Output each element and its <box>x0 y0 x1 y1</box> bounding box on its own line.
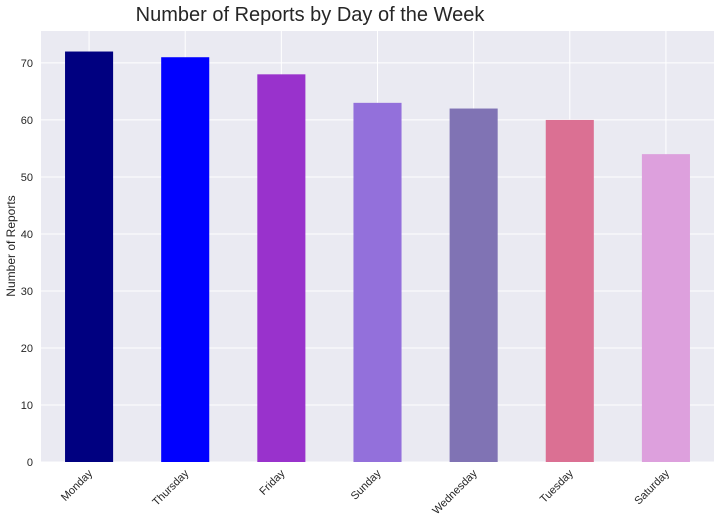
bar-sunday <box>353 102 402 462</box>
x-tick-label: Monday <box>59 467 96 504</box>
x-tick-label: Saturday <box>632 467 672 507</box>
y-tick-label: 30 <box>21 286 33 298</box>
y-tick-label: 20 <box>21 343 33 355</box>
y-tick-label: 50 <box>21 172 33 184</box>
x-tick-label: Sunday <box>349 467 384 502</box>
bars <box>65 51 690 463</box>
y-tick-label: 40 <box>21 229 33 241</box>
y-axis-label: Number of Reports <box>4 195 18 296</box>
x-tick-labels: Monday Thursday Friday Sunday Wednesday Tuesd… <box>59 467 672 517</box>
y-tick-label: 10 <box>21 400 33 412</box>
bar-monday <box>65 51 114 463</box>
y-tick-labels: 0 10 20 30 40 50 60 70 <box>21 58 33 469</box>
chart-title: Number of Reports by Day of the Week <box>136 4 486 26</box>
x-tick-label: Wednesday <box>430 467 480 517</box>
y-tick-label: 0 <box>27 457 33 469</box>
bar-wednesday <box>449 108 498 462</box>
bar-tuesday <box>545 119 594 462</box>
x-tick-label: Tuesday <box>538 467 576 505</box>
y-tick-label: 70 <box>21 58 33 70</box>
y-tick-label: 60 <box>21 115 33 127</box>
x-tick-label: Friday <box>257 467 287 497</box>
bar-saturday <box>641 154 690 462</box>
bar-thursday <box>161 57 210 463</box>
x-tick-label: Thursday <box>150 467 191 508</box>
bar-friday <box>257 74 306 463</box>
